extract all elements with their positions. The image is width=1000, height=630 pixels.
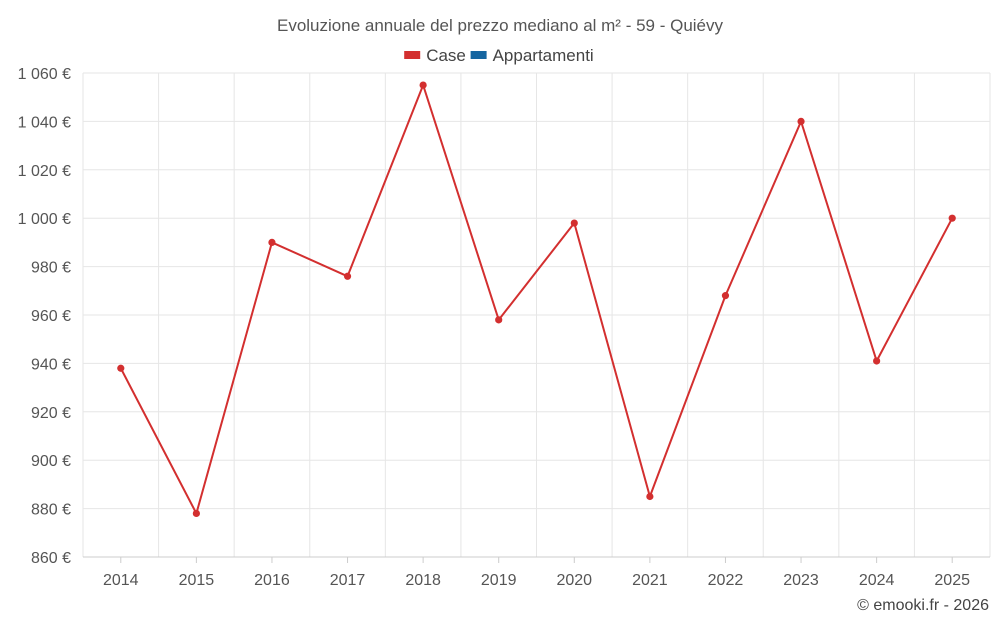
x-tick-label: 2025 <box>934 572 970 589</box>
x-tick-label: 2018 <box>405 572 441 589</box>
x-tick-label: 2014 <box>103 572 139 589</box>
x-tick-label: 2024 <box>859 572 895 589</box>
legend-swatch-0 <box>404 51 421 59</box>
y-tick-label: 940 € <box>31 356 71 373</box>
data-point <box>646 492 654 501</box>
y-tick-label: 1 040 € <box>18 114 71 131</box>
x-tick-label: 2017 <box>330 572 366 589</box>
x-axis: 2014 2015 2016 2017 2018 2019 2020 2021 2022 2023… <box>83 556 990 589</box>
y-tick-label: 1 060 € <box>18 66 71 83</box>
chart-title: Evoluzione annuale del prezzo mediano al… <box>277 16 724 35</box>
legend-label-0: Case <box>426 46 466 65</box>
x-tick-label: 2021 <box>632 572 668 589</box>
legend-label-1: Appartamenti <box>493 46 594 65</box>
data-point <box>873 357 881 365</box>
series-line-0 <box>119 84 954 515</box>
y-tick-label: 1 020 € <box>18 163 71 180</box>
x-tick-label: 2015 <box>179 572 215 589</box>
data-point <box>192 509 200 518</box>
legend-swatch-1 <box>470 51 487 59</box>
grid <box>82 72 991 558</box>
y-tick-label: 860 € <box>31 550 71 567</box>
y-tick-label: 920 € <box>31 405 71 422</box>
y-tick-label: 900 € <box>31 453 71 470</box>
x-tick-label: 2019 <box>481 572 517 589</box>
x-tick-label: 2020 <box>556 572 592 589</box>
y-tick-label: 1 000 € <box>18 211 71 228</box>
data-point <box>117 364 125 372</box>
data-point <box>948 214 956 222</box>
x-tick-label: 2023 <box>783 572 819 589</box>
legend: Case Appartamenti <box>404 46 594 65</box>
y-tick-label: 880 € <box>31 502 71 519</box>
data-point <box>721 292 730 300</box>
data-point <box>419 81 427 89</box>
y-axis: 860 € 880 € 900 € 920 € 940 € 960 € 980 € 1 000… <box>18 66 71 567</box>
x-tick-label: 2016 <box>254 572 290 589</box>
data-point <box>570 219 578 227</box>
credit-text: © emooki.fr - 2026 <box>857 597 989 614</box>
data-point <box>268 238 276 246</box>
x-tick-label: 2022 <box>708 572 744 589</box>
y-tick-label: 960 € <box>31 308 71 325</box>
y-tick-label: 980 € <box>31 260 71 277</box>
data-point <box>495 316 503 324</box>
data-point <box>343 272 352 280</box>
data-point <box>797 117 805 125</box>
series-layer <box>117 81 956 518</box>
